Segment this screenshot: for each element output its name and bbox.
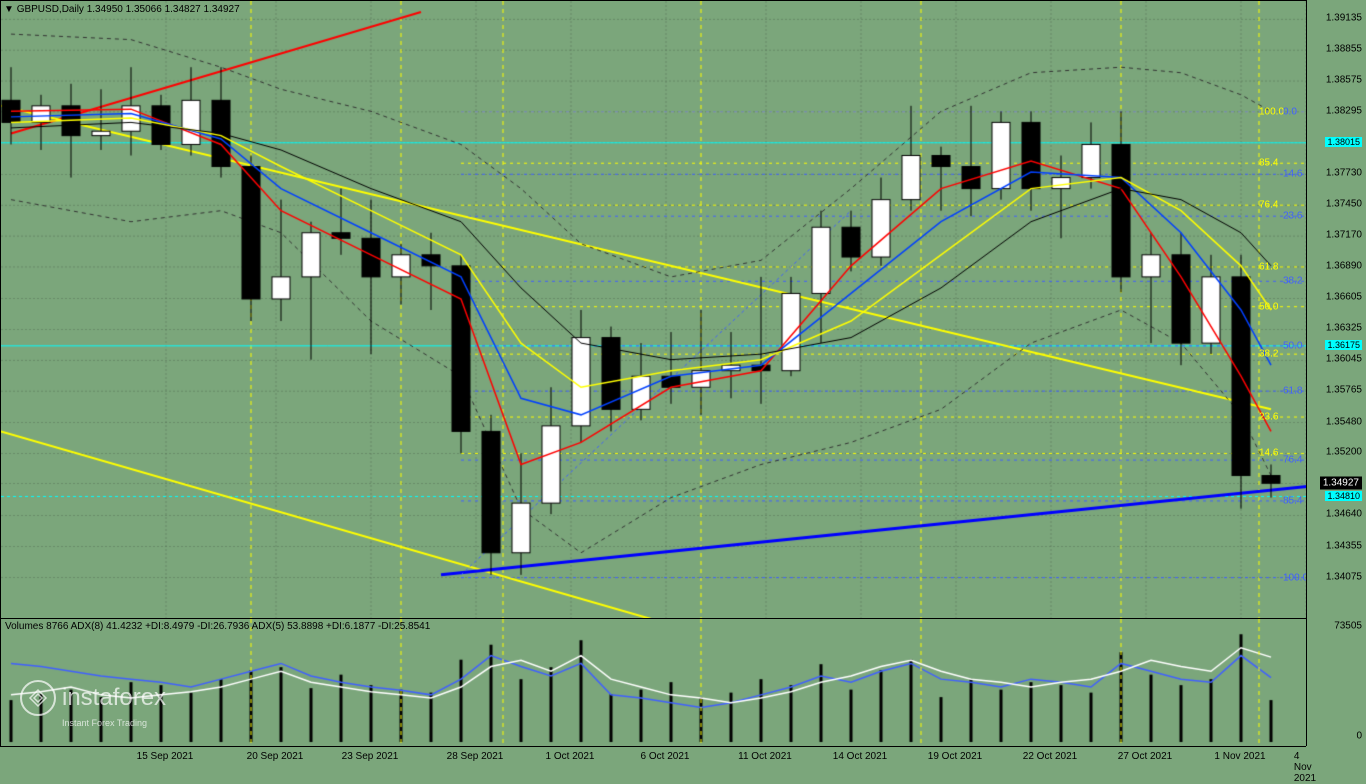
cyan-price-label: 1.38015 [1325,137,1362,147]
price-tick: 1.35480 [1326,416,1362,427]
price-axis: 1.39135 1.38855 1.38575 1.38295 1.38015 1.377… [1306,0,1366,618]
ohlc-label: 1.34950 1.35066 1.34827 1.34927 [87,4,240,15]
fib-label: 38.2 [1283,276,1302,287]
price-tick: 1.38575 [1326,75,1362,86]
indicator-panel[interactable]: Volumes 8766 ADX(8) 41.4232 +DI:8.4979 -… [0,618,1306,746]
date-tick: 14 Oct 2021 [833,751,887,762]
date-tick: 1 Oct 2021 [546,751,595,762]
fib-label: 76.4 [1283,455,1302,466]
chart-header: ▼ GBPUSD,Daily 1.34950 1.35066 1.34827 1… [4,4,240,15]
fib-label: 0.0 [1283,106,1297,117]
chart-container: ▼ GBPUSD,Daily 1.34950 1.35066 1.34827 1… [0,0,1366,768]
fib-label: 61.8 [1283,386,1302,397]
date-tick: 11 Oct 2021 [738,751,792,762]
price-tick: 1.38295 [1326,105,1362,116]
date-tick: 28 Sep 2021 [447,751,504,762]
watermark-brand: instaforex [62,684,166,712]
fib-label: 23.6 [1259,412,1278,423]
price-tick: 1.36890 [1326,260,1362,271]
cyan-price-label: 1.34810 [1325,491,1362,501]
price-tick: 1.34640 [1326,509,1362,520]
price-tick: 1.35765 [1326,385,1362,396]
price-tick: 1.36045 [1326,354,1362,365]
date-tick: 1 Nov 2021 [1214,751,1265,762]
cyan-price-label: 1.36175 [1325,340,1362,350]
price-tick: 1.35200 [1326,447,1362,458]
price-tick: 1.37170 [1326,230,1362,241]
fib-label: 50.0 [1283,340,1302,351]
date-tick: 6 Oct 2021 [641,751,690,762]
date-tick: 22 Oct 2021 [1023,751,1077,762]
indicator-tick: 73505 [1334,621,1362,632]
date-tick: 23 Sep 2021 [342,751,399,762]
price-tick: 1.37730 [1326,168,1362,179]
fib-label: 76.4 [1259,200,1278,211]
price-tick: 1.34927 [1320,476,1362,489]
price-tick: 1.37450 [1326,199,1362,210]
fib-label: 14.6 [1283,169,1302,180]
fib-label: 61.8 [1259,261,1278,272]
indicator-axis: 73505 0 [1306,618,1366,746]
indicator-canvas[interactable] [1,619,1307,747]
fib-label: 50.0 [1259,301,1278,312]
date-tick: 15 Sep 2021 [137,751,194,762]
watermark-tagline: Instant Forex Trading [62,718,166,728]
fib-label: 38.2 [1259,349,1278,360]
watermark-icon [20,680,56,716]
fib-label: 23.6 [1283,211,1302,222]
date-tick: 27 Oct 2021 [1118,751,1172,762]
symbol-label: GBPUSD,Daily [17,4,84,15]
indicator-header: Volumes 8766 ADX(8) 41.4232 +DI:8.4979 -… [5,621,430,632]
price-tick: 1.36605 [1326,292,1362,303]
price-tick: 1.36325 [1326,323,1362,334]
fib-label: 100.0 [1259,106,1284,117]
indicator-tick: 0 [1356,731,1362,742]
fib-label: 100.0 [1283,572,1308,583]
main-chart[interactable]: 100.0 85.4 76.4 61.8 50.0 38.2 23.6 14.6 0.0 14.6… [0,0,1306,618]
price-tick: 1.34075 [1326,571,1362,582]
chart-canvas[interactable] [1,1,1307,619]
price-tick: 1.39135 [1326,13,1362,24]
date-tick: 20 Sep 2021 [247,751,304,762]
price-tick: 1.34355 [1326,540,1362,551]
date-axis: 15 Sep 2021 20 Sep 2021 23 Sep 2021 28 Sep … [0,746,1306,768]
fib-label: 85.4 [1259,158,1278,169]
watermark: instaforex Instant Forex Trading [20,680,166,728]
price-tick: 1.38855 [1326,44,1362,55]
fib-label: 14.6 [1259,448,1278,459]
fib-label: 85.4 [1283,495,1302,506]
date-tick: 19 Oct 2021 [928,751,982,762]
